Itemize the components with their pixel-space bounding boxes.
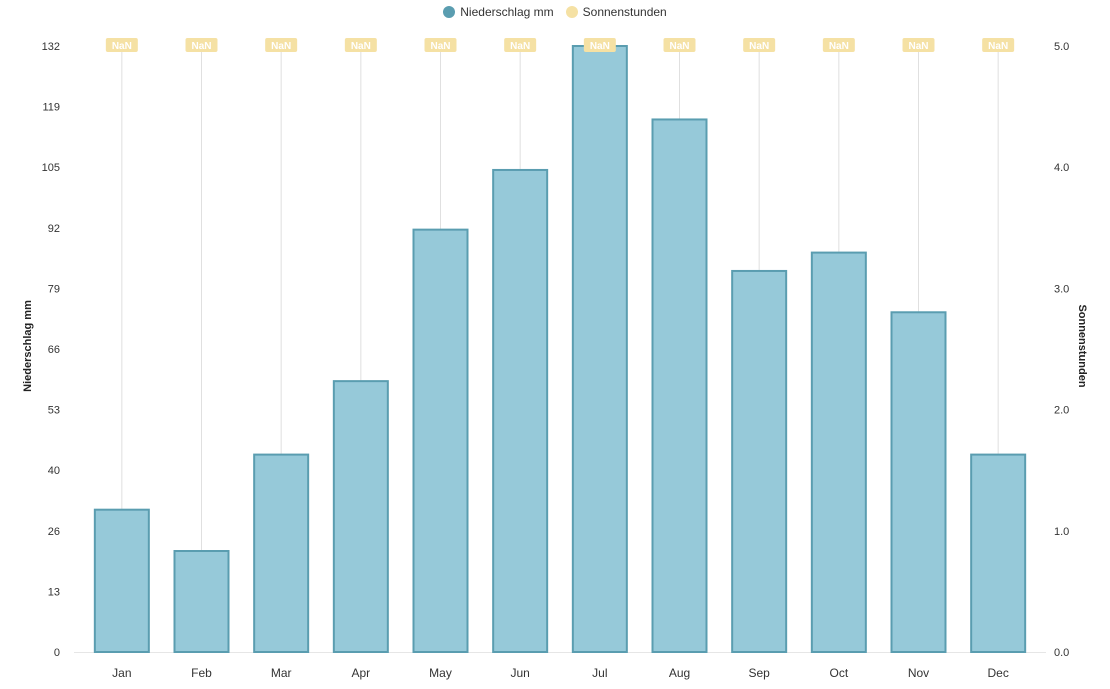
y-left-tick-label: 26 [48,526,60,538]
sun-label-box [583,38,616,52]
x-tick-label: Jan [112,666,131,680]
x-tick-label: Oct [829,666,848,680]
y-left-tick-label: 119 [42,102,60,114]
sun-data-label: NaN [271,41,291,52]
y-right-tick-label: 0.0 [1054,647,1069,659]
x-tick-label: May [429,666,452,680]
sun-data-label: NaN [749,41,769,52]
sun-data-label: NaN [430,41,450,52]
sun-label-box [982,38,1015,52]
y-right-axis-title: Sonnenstunden [1076,304,1088,387]
sun-data-label: NaN [590,41,610,52]
sun-label-box [663,38,696,52]
bar-dec [970,453,1027,653]
legend-label: Sonnenstunden [582,5,667,19]
y-right-tick-label: 5.0 [1054,41,1069,53]
bar-nov [890,311,947,653]
y-left-tick-label: 105 [42,162,60,174]
bar-jan [93,508,150,653]
y-right-tick-label: 2.0 [1054,405,1069,417]
x-tick-label: Jul [592,666,607,680]
sun-label-box [424,38,457,52]
bar-apr [332,380,389,653]
sun-label-box [185,38,218,52]
sun-data-label: NaN [351,41,371,52]
x-tick-label: Sep [748,666,770,680]
legend-item-0[interactable]: Niederschlag mm [443,5,554,19]
legend-label: Niederschlag mm [460,5,554,19]
bar-mar [253,453,310,653]
sun-data-label: NaN [829,41,849,52]
bar-sep [731,269,788,653]
sun-data-label: NaN [669,41,689,52]
y-left-tick-label: 92 [48,223,60,235]
bar-may [412,228,469,654]
x-tick-label: Feb [191,666,212,680]
sun-data-label: NaN [112,41,132,52]
y-right-tick-label: 4.0 [1054,162,1069,174]
y-left-tick-label: 79 [48,283,60,295]
sun-data-label: NaN [908,41,928,52]
bar-oct [810,251,867,653]
x-tick-label: Jun [510,666,529,680]
sun-label-box [504,38,537,52]
sun-label-box [105,38,138,52]
x-tick-label: Apr [351,666,370,680]
bar-jun [492,168,549,653]
sun-label-box [743,38,776,52]
sun-label-box [265,38,298,52]
x-tick-label: Nov [908,666,929,680]
bar-feb [173,550,230,653]
legend: Niederschlag mm Sonnenstunden [0,5,1110,19]
y-left-tick-label: 13 [48,586,60,598]
y-left-tick-label: 132 [42,41,60,53]
legend-item-1[interactable]: Sonnenstunden [565,5,667,19]
y-left-tick-label: 53 [48,405,60,417]
sun-data-label: NaN [510,41,530,52]
sun-label-box [822,38,855,52]
y-left-tick-label: 66 [48,344,60,356]
x-tick-label: Dec [987,666,1008,680]
legend-swatch [565,6,578,18]
sun-label-box [902,38,935,52]
y-right-tick-label: 3.0 [1054,283,1069,295]
bar-jul [571,45,628,653]
y-right-tick-label: 1.0 [1054,526,1069,538]
sun-data-label: NaN [988,41,1008,52]
y-left-axis-title: Niederschlag mm [22,300,34,392]
sun-label-box [344,38,377,52]
sun-data-label: NaN [191,41,211,52]
y-left-tick-label: 0 [54,647,60,659]
y-left-tick-label: 40 [48,465,60,477]
x-tick-label: Aug [669,666,690,680]
x-tick-label: Mar [271,666,292,680]
legend-swatch [443,6,456,18]
bar-aug [651,118,708,654]
